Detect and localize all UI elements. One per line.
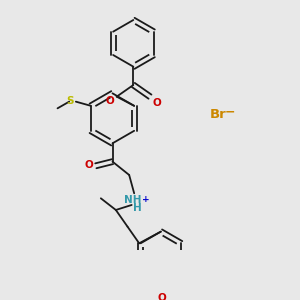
Text: H: H: [133, 203, 142, 213]
Text: Br: Br: [210, 108, 227, 121]
Text: O: O: [152, 98, 161, 108]
Text: O: O: [157, 293, 166, 300]
Text: +: +: [142, 195, 149, 204]
Text: −: −: [225, 106, 236, 119]
Text: O: O: [105, 96, 114, 106]
Text: O: O: [85, 160, 93, 170]
Text: S: S: [67, 96, 74, 106]
Text: NH: NH: [124, 195, 141, 205]
